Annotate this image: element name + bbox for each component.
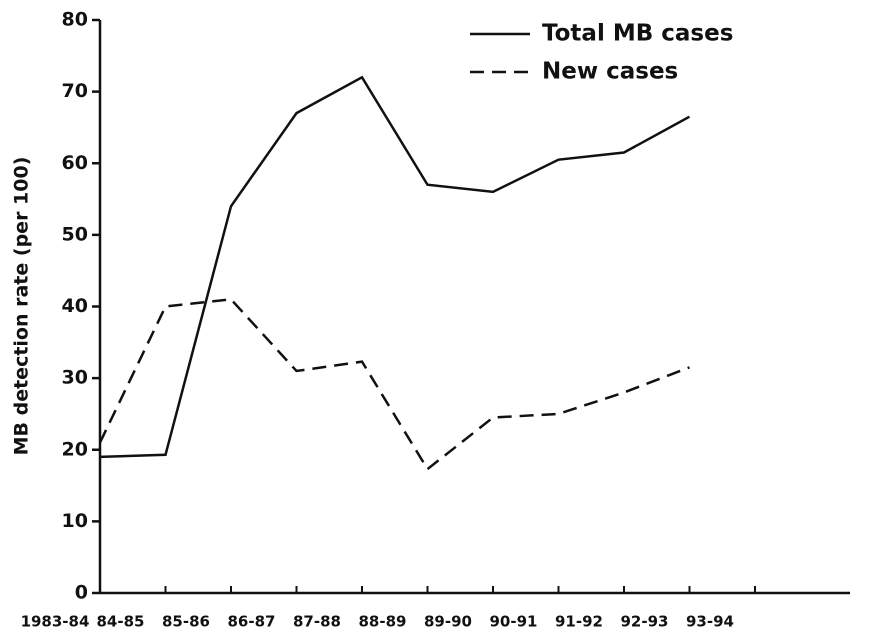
- x-tick-label: 88-89: [359, 613, 407, 631]
- y-tick-label: 80: [62, 9, 88, 31]
- y-tick-label: 50: [62, 223, 88, 245]
- x-tick-label: 92-93: [621, 613, 669, 631]
- x-tick-label: 91-92: [555, 613, 603, 631]
- y-tick-label: 40: [62, 295, 88, 317]
- series-line: [99, 75, 691, 459]
- x-tick-label: 93-94: [686, 613, 734, 631]
- y-tick-label: 0: [75, 582, 88, 604]
- legend-label: New cases: [542, 59, 678, 85]
- x-tick-label: 86-87: [228, 613, 276, 631]
- y-tick-label: 10: [62, 510, 88, 532]
- legend-label: Total MB cases: [542, 21, 733, 47]
- y-tick-label: 30: [62, 367, 88, 389]
- x-tick-label: 90-91: [490, 613, 538, 631]
- y-tick-label: 60: [62, 152, 88, 174]
- x-tick-label: 84-85: [97, 613, 145, 631]
- series-line: [98, 298, 690, 471]
- x-tick-label: 1983-84: [21, 613, 90, 631]
- y-tick-label: 70: [62, 80, 88, 102]
- x-tick-label: 89-90: [424, 613, 472, 631]
- x-tick-label: 87-88: [293, 613, 341, 631]
- y-axis-label: MB detection rate (per 100): [11, 157, 33, 456]
- x-tick-label: 85-86: [162, 613, 210, 631]
- y-tick-label: 20: [62, 438, 88, 460]
